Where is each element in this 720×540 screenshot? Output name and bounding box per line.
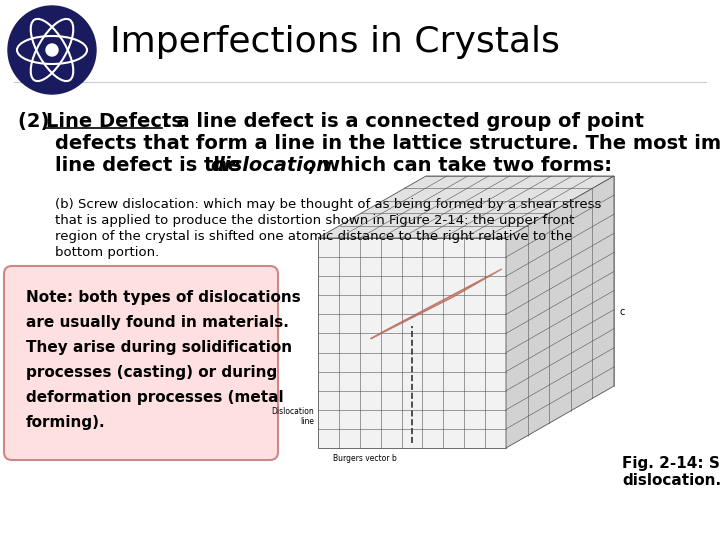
Text: that is applied to produce the distortion shown in Figure 2-14: the upper front: that is applied to produce the distortio… <box>55 214 575 227</box>
Polygon shape <box>506 176 614 448</box>
Polygon shape <box>318 238 506 448</box>
Text: deformation processes (metal: deformation processes (metal <box>26 390 284 405</box>
Text: region of the crystal is shifted one atomic distance to the right relative to th: region of the crystal is shifted one ato… <box>55 230 572 243</box>
FancyBboxPatch shape <box>4 266 278 460</box>
Ellipse shape <box>8 6 96 94</box>
Text: c: c <box>619 307 624 317</box>
Text: defects that form a line in the lattice structure. The most important: defects that form a line in the lattice … <box>55 134 720 153</box>
Text: They arise during solidification: They arise during solidification <box>26 340 292 355</box>
Text: Line Defects: Line Defects <box>46 112 183 131</box>
Text: , which can take two forms:: , which can take two forms: <box>308 156 612 175</box>
Text: are usually found in materials.: are usually found in materials. <box>26 315 289 330</box>
Text: (b) Screw dislocation: which may be thought of as being formed by a shear stress: (b) Screw dislocation: which may be thou… <box>55 198 601 211</box>
Text: Dislocation
line: Dislocation line <box>271 407 314 426</box>
Text: bottom portion.: bottom portion. <box>55 246 159 259</box>
Text: Imperfections in Crystals: Imperfections in Crystals <box>110 25 560 59</box>
Text: dislocation: dislocation <box>210 156 330 175</box>
Text: Fig. 2-14: Screw
dislocation.: Fig. 2-14: Screw dislocation. <box>622 456 720 488</box>
Text: (2): (2) <box>18 112 56 131</box>
Text: line defect is the: line defect is the <box>55 156 248 175</box>
Text: forming).: forming). <box>26 415 106 430</box>
Circle shape <box>46 44 58 56</box>
Text: Note: both types of dislocations: Note: both types of dislocations <box>26 290 301 305</box>
Text: Burgers vector b: Burgers vector b <box>333 454 397 463</box>
Text: : a line defect is a connected group of point: : a line defect is a connected group of … <box>162 112 644 131</box>
Polygon shape <box>371 269 502 339</box>
Polygon shape <box>318 176 614 238</box>
Text: processes (casting) or during: processes (casting) or during <box>26 365 277 380</box>
